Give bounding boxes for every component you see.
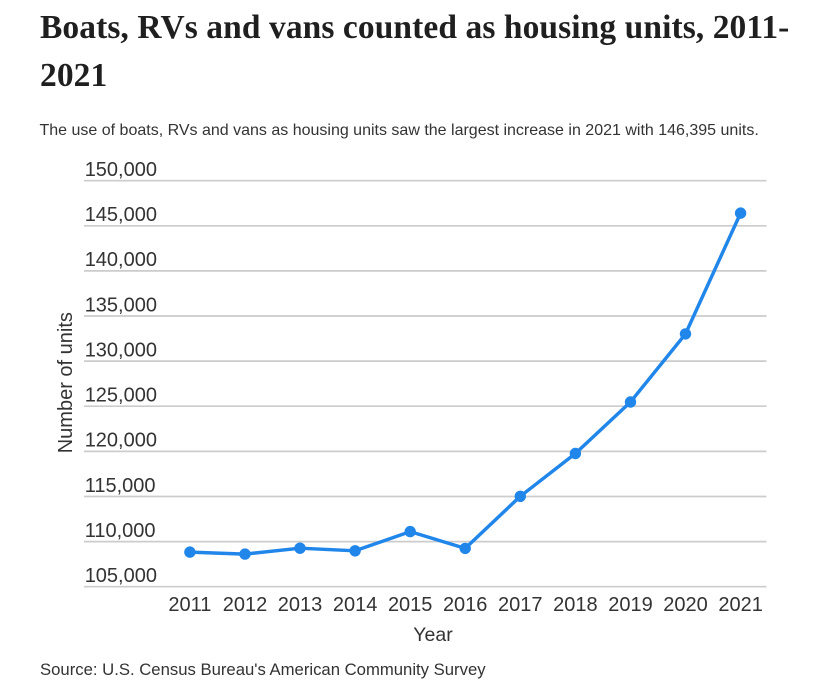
svg-text:2012: 2012 (223, 594, 268, 616)
svg-text:145,000: 145,000 (85, 204, 157, 226)
svg-text:2015: 2015 (388, 594, 433, 616)
svg-text:2019: 2019 (608, 594, 653, 616)
svg-text:2011: 2011 (168, 594, 211, 616)
svg-text:2021: 2021 (718, 594, 763, 616)
svg-text:135,000: 135,000 (85, 294, 157, 316)
svg-text:2013: 2013 (278, 594, 323, 616)
svg-text:105,000: 105,000 (85, 565, 157, 587)
svg-text:2017: 2017 (498, 594, 543, 616)
svg-text:110,000: 110,000 (85, 520, 156, 542)
svg-text:2018: 2018 (553, 594, 598, 616)
svg-text:140,000: 140,000 (85, 249, 157, 271)
svg-text:150,000: 150,000 (85, 159, 157, 181)
svg-text:2016: 2016 (443, 594, 488, 616)
svg-text:125,000: 125,000 (85, 385, 157, 407)
svg-text:2014: 2014 (333, 594, 378, 616)
svg-text:120,000: 120,000 (85, 430, 157, 452)
svg-text:2020: 2020 (663, 594, 708, 616)
svg-text:130,000: 130,000 (85, 339, 157, 361)
svg-text:115,000: 115,000 (85, 475, 156, 497)
svg-text:Year: Year (413, 624, 453, 646)
svg-text:Number of units: Number of units (55, 312, 77, 453)
